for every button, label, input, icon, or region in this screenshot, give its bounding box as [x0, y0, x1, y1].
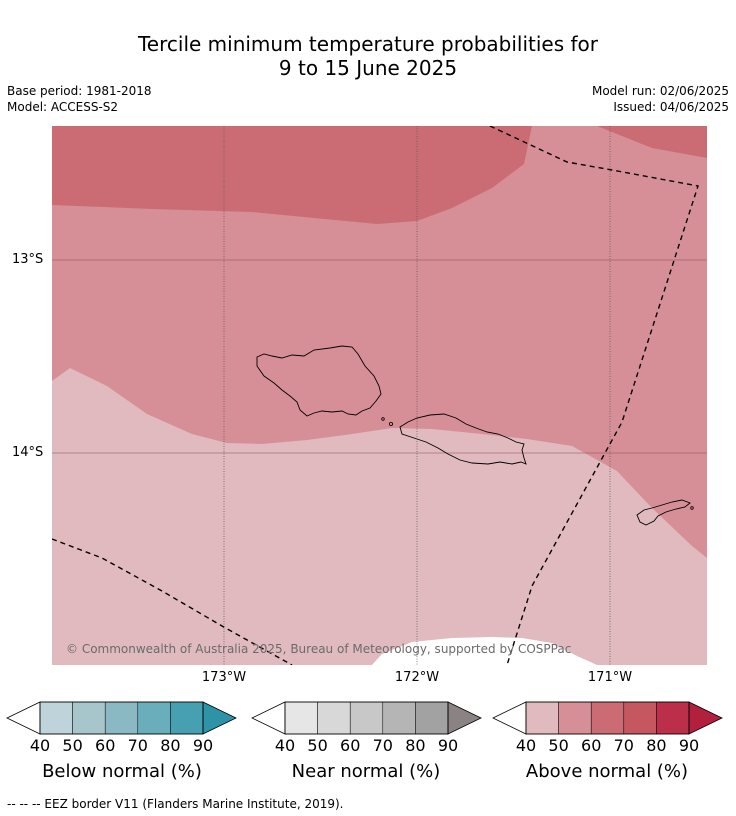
colorbar-above-normal: 40 50 60 70 80 90	[492, 701, 723, 755]
colorbar-near-segment	[317, 701, 351, 735]
colorbar-near-left-extension	[251, 701, 286, 735]
colorbar-below-left-extension	[6, 701, 41, 735]
region-above-60-70-north	[52, 126, 532, 224]
colorbar-below-tick-label: 70	[128, 736, 148, 755]
lat-label-14s: 14°S	[12, 445, 44, 460]
lon-label-173w: 173°W	[201, 670, 247, 685]
colorbar-label-above: Above normal (%)	[525, 761, 689, 782]
colorbar-above-tick-label: 90	[679, 736, 699, 755]
colorbar-near-segment	[349, 701, 384, 735]
colorbar-near-right-extension	[447, 701, 482, 735]
colorbar-above-segment	[656, 701, 690, 735]
islet-apolima	[381, 417, 385, 421]
colorbar-above-tick-label: 60	[581, 736, 601, 755]
colorbar-near-tick-label: 70	[373, 736, 393, 755]
colorbar-near-tick-label: 90	[438, 736, 458, 755]
copyright-text: © Commonwealth of Australia 2025, Bureau…	[66, 642, 571, 656]
eez-border	[52, 126, 699, 665]
colorbar-near-frame	[284, 701, 449, 735]
colorbar-above-segment	[590, 701, 625, 735]
chart-title-line1: Tercile minimum temperature probabilitie…	[137, 32, 599, 56]
colorbar-near-tick-label: 60	[340, 736, 360, 755]
colorbar-near-segment	[382, 701, 416, 735]
base-period-text: Base period: 1981-2018	[7, 84, 152, 98]
islet-aunuu	[690, 506, 694, 510]
colorbar-above-segment	[525, 701, 559, 735]
colorbar-near-segment	[415, 701, 449, 735]
colorbar-below-segment	[39, 701, 73, 735]
colorbar-above-tick-label: 40	[516, 736, 536, 755]
colorbar-near-tick-label: 80	[405, 736, 425, 755]
island-savaii	[256, 345, 382, 417]
eez-footnote: -- -- -- EEZ border V11 (Flanders Marine…	[7, 797, 344, 811]
colorbar-below-right-extension	[202, 701, 237, 735]
colorbar-below-segment	[170, 701, 204, 735]
chart-title-line2: 9 to 15 June 2025	[278, 56, 458, 80]
colorbar-below-tick-label: 90	[193, 736, 213, 755]
map-panel: © Commonwealth of Australia 2025, Bureau…	[52, 126, 707, 665]
island-upolu	[399, 413, 527, 465]
colorbar-above-tick-label: 70	[614, 736, 634, 755]
colorbar-panel: 40 50 60 70 80 90 40 50 60 70 80 90 40 50 60 70 80 90	[6, 701, 723, 755]
colorbar-above-tick-label: 50	[548, 736, 568, 755]
colorbar-near-segment	[284, 701, 318, 735]
eez-border-south	[52, 538, 293, 665]
issued-text: Issued: 04/06/2025	[613, 100, 729, 114]
colorbar-below-segment	[104, 701, 139, 735]
colorbar-below-tick-label: 40	[30, 736, 50, 755]
colorbar-below-segment	[72, 701, 106, 735]
colorbar-below-segment	[137, 701, 171, 735]
model-text: Model: ACCESS-S2	[7, 100, 119, 114]
region-no-data	[372, 637, 597, 665]
colorbar-above-segment	[558, 701, 592, 735]
lon-label-171w: 171°W	[587, 670, 633, 685]
colorbar-below-normal: 40 50 60 70 80 90	[6, 701, 237, 755]
lat-label-13s: 13°S	[12, 252, 44, 267]
eez-border-east	[489, 126, 699, 665]
colorbar-above-tick-label: 80	[646, 736, 666, 755]
colorbar-below-tick-label: 60	[95, 736, 115, 755]
colorbar-below-frame	[39, 701, 204, 735]
colorbar-near-tick-label: 50	[307, 736, 327, 755]
model-run-text: Model run: 02/06/2025	[591, 84, 729, 98]
colorbar-label-near: Near normal (%)	[291, 761, 441, 782]
gridlines	[52, 126, 707, 665]
colorbar-label-below: Below normal (%)	[42, 761, 202, 782]
colorbar-above-segment	[623, 701, 657, 735]
colorbar-near-tick-label: 40	[275, 736, 295, 755]
islet-manono	[388, 421, 393, 426]
colorbar-below-tick-label: 50	[62, 736, 82, 755]
island-tutuila	[636, 499, 691, 526]
colorbar-near-normal: 40 50 60 70 80 90	[251, 701, 482, 755]
colorbar-above-frame	[525, 701, 690, 735]
lon-label-172w: 172°W	[394, 670, 440, 685]
colorbar-above-left-extension	[492, 701, 527, 735]
colorbar-below-tick-label: 80	[160, 736, 180, 755]
region-above-40-50-south	[52, 368, 707, 665]
colorbar-above-right-extension	[688, 701, 723, 735]
region-above-60-70-northeast	[597, 126, 707, 158]
